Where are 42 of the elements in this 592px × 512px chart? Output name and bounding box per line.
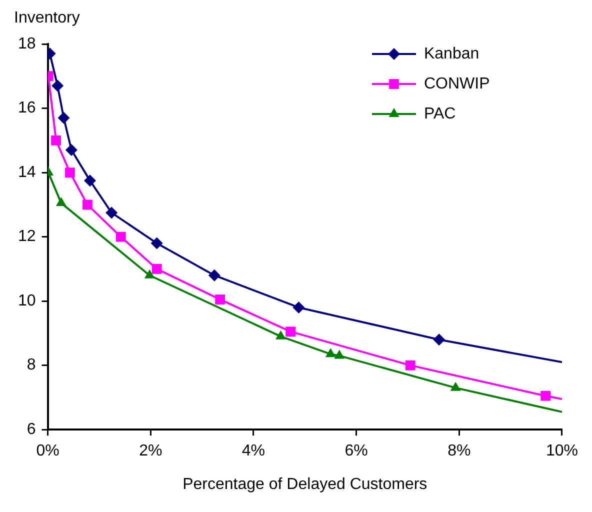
point bbox=[450, 382, 461, 391]
point bbox=[144, 269, 155, 278]
point bbox=[152, 264, 162, 274]
point bbox=[52, 80, 64, 92]
y-tick-label: 14 bbox=[18, 164, 36, 181]
x-axis-title: Percentage of Delayed Customers bbox=[182, 476, 428, 493]
y-tick-label: 12 bbox=[18, 228, 36, 246]
point bbox=[84, 174, 96, 187]
point bbox=[433, 334, 446, 346]
point bbox=[292, 301, 305, 314]
point bbox=[150, 237, 163, 250]
point bbox=[64, 168, 75, 178]
x-tick-label: 6% bbox=[344, 442, 368, 460]
legend-label: Kanban bbox=[424, 45, 480, 62]
point bbox=[82, 200, 92, 210]
y-tick-label: 6 bbox=[26, 421, 36, 438]
legend-label: PAC bbox=[424, 105, 456, 122]
y-axis-title: Inventory bbox=[14, 9, 80, 26]
point bbox=[116, 232, 126, 242]
point bbox=[325, 348, 336, 358]
legend-label: CONWIP bbox=[424, 75, 490, 92]
x-tick-label: 2% bbox=[139, 442, 162, 460]
y-tick-label: 10 bbox=[18, 292, 36, 310]
x-tick-label: 4% bbox=[242, 442, 266, 460]
x-tick-label: 0% bbox=[36, 442, 60, 460]
y-tick-label: 18 bbox=[18, 35, 36, 52]
x-tick-label: 8% bbox=[448, 442, 471, 460]
x-tick-label: 10% bbox=[546, 442, 578, 460]
point bbox=[215, 294, 225, 304]
point bbox=[334, 350, 345, 359]
point bbox=[405, 360, 416, 370]
point bbox=[56, 197, 66, 206]
point bbox=[65, 144, 78, 156]
point bbox=[540, 390, 550, 401]
point bbox=[286, 326, 296, 337]
point bbox=[106, 206, 118, 219]
point bbox=[208, 269, 220, 282]
point bbox=[276, 330, 286, 340]
point bbox=[51, 135, 61, 146]
point bbox=[58, 112, 70, 124]
y-tick-label: 8 bbox=[26, 356, 36, 374]
y-tick-label: 16 bbox=[18, 100, 36, 117]
